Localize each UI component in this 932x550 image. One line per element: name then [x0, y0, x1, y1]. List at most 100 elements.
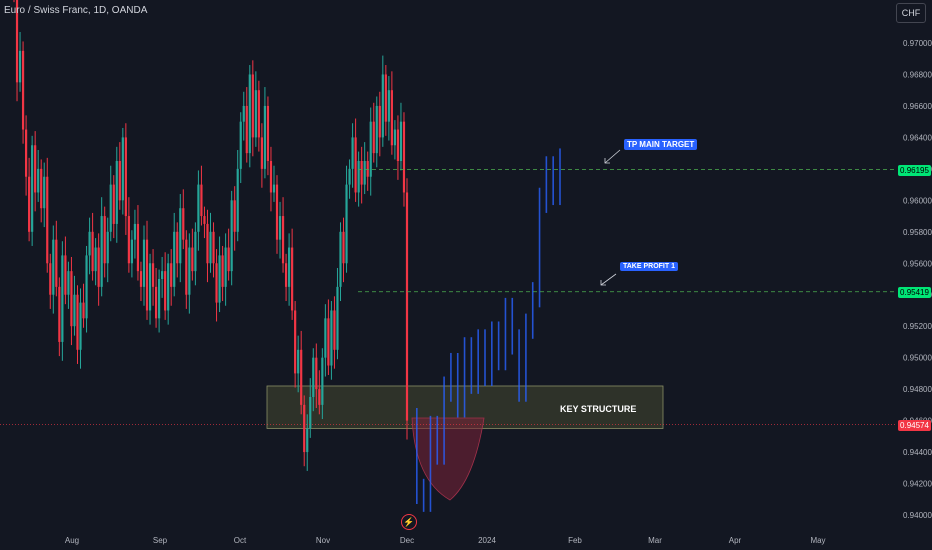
candle	[218, 255, 221, 303]
candle	[263, 105, 267, 169]
candle	[121, 137, 124, 201]
candle	[399, 121, 403, 161]
candle	[381, 74, 384, 138]
candle	[200, 184, 203, 217]
candle	[242, 105, 245, 122]
y-tick-label: 0.96000	[903, 196, 932, 205]
candle	[167, 263, 170, 311]
candle	[179, 208, 182, 264]
candle	[85, 255, 88, 319]
current-price-tag: 0.94574	[898, 420, 931, 431]
candle	[15, 0, 19, 83]
symbol-title: Euro / Swiss Franc, 1D, OANDA	[4, 5, 148, 16]
tp1-price-tag: 0.95419	[898, 287, 931, 298]
candle	[115, 161, 118, 224]
candle	[312, 357, 315, 397]
candle	[70, 271, 73, 327]
tp-main-price-tag: 0.96195	[898, 165, 931, 176]
take-profit-1-label: TAKE PROFIT 1	[620, 262, 678, 271]
candle	[191, 247, 194, 272]
candle	[372, 121, 375, 154]
candle	[387, 90, 390, 122]
candle	[212, 231, 215, 264]
candle	[151, 263, 155, 287]
candle	[363, 161, 366, 185]
candle	[103, 216, 106, 264]
tp-main-target-label: TP MAIN TARGET	[624, 139, 698, 150]
y-tick-label: 0.95600	[903, 259, 932, 268]
y-tick-label: 0.96600	[903, 102, 932, 111]
x-tick-label: Sep	[153, 536, 168, 545]
price-levels	[0, 169, 895, 426]
x-axis-ticks: Aug Sep Oct Nov Dec 2024 Feb Mar Apr May	[65, 536, 826, 545]
candle	[300, 349, 303, 405]
candle	[330, 310, 333, 366]
candle	[127, 216, 130, 264]
candle	[324, 318, 327, 358]
candle	[142, 239, 146, 287]
candle	[176, 231, 179, 264]
projection-candles	[416, 148, 561, 512]
candle	[284, 263, 288, 287]
candle	[366, 161, 369, 177]
candle	[348, 168, 351, 185]
candle	[185, 239, 188, 295]
currency-button[interactable]: CHF	[896, 3, 926, 23]
candle	[260, 137, 263, 169]
candle	[182, 208, 185, 240]
candle	[133, 223, 137, 240]
candle	[206, 223, 209, 264]
candle	[402, 121, 406, 193]
candle	[18, 50, 22, 83]
candle	[251, 74, 254, 138]
candle	[28, 176, 31, 232]
candle	[245, 105, 248, 154]
candle	[43, 176, 46, 209]
candle	[194, 231, 197, 272]
y-tick-label: 0.94200	[903, 480, 932, 489]
candle	[76, 294, 79, 350]
y-tick-label: 0.94000	[903, 511, 932, 520]
candle	[384, 74, 387, 122]
candle	[46, 176, 49, 264]
candle	[64, 255, 67, 295]
candle	[390, 90, 393, 146]
candle	[303, 404, 306, 453]
candle	[327, 318, 330, 366]
candle	[227, 247, 230, 272]
candle	[281, 216, 285, 264]
candle	[369, 121, 372, 177]
candle	[118, 161, 121, 201]
candle	[173, 231, 176, 287]
candle	[49, 263, 52, 295]
candle	[336, 286, 339, 350]
candle	[345, 184, 348, 264]
candle	[164, 271, 167, 311]
x-tick-label: Aug	[65, 536, 79, 545]
y-tick-label: 0.94400	[903, 448, 932, 457]
candle	[109, 184, 112, 232]
lightning-icon[interactable]: ⚡	[401, 514, 417, 530]
candle	[31, 145, 34, 232]
candle	[188, 247, 191, 295]
candle	[254, 90, 257, 138]
candle	[58, 286, 61, 342]
x-tick-label: Mar	[648, 536, 662, 545]
y-tick-label: 0.96400	[903, 133, 932, 142]
candle	[139, 271, 143, 287]
candle	[88, 231, 91, 256]
candle	[294, 310, 297, 374]
tp1-arrow	[600, 273, 617, 286]
candle	[354, 137, 357, 193]
candle	[124, 137, 127, 217]
candle	[321, 357, 324, 405]
y-tick-label: 0.94800	[903, 385, 932, 394]
candle	[55, 239, 58, 287]
y-tick-label: 0.96800	[903, 70, 932, 79]
candle	[378, 105, 381, 138]
candle	[82, 302, 85, 319]
x-tick-label: Dec	[400, 536, 414, 545]
candle	[278, 216, 282, 240]
candles	[13, 0, 409, 471]
